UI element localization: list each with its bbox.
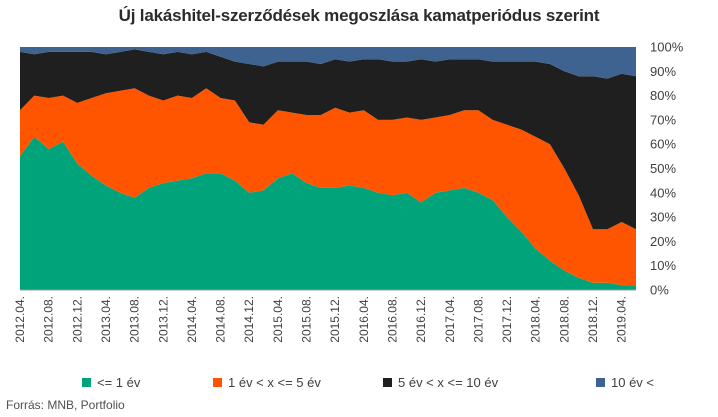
x-tick-label: 2014.08. [214, 296, 228, 343]
x-tick-label: 2015.08. [300, 296, 314, 343]
y-tick-label: 100% [650, 40, 684, 55]
x-tick-label: 2016.08. [386, 296, 400, 343]
legend-label: 10 év < [611, 375, 655, 390]
legend: <= 1 év 1 év < x <= 5 év 5 év < x <= 10 év… [0, 375, 718, 393]
legend-swatch [596, 378, 605, 387]
x-tick-label: 2013.08. [128, 296, 142, 343]
legend-item: <= 1 év [82, 375, 140, 390]
chart-title: Új lakáshitel-szerződések megoszlása kam… [118, 6, 600, 25]
y-tick-label: 80% [650, 88, 676, 103]
area-series-1 [20, 88, 636, 286]
x-tick-label: 2012.08. [42, 296, 56, 343]
x-tick-label: 2014.04. [185, 296, 199, 343]
x-tick-label: 2016.04. [357, 296, 371, 343]
x-tick-label: 2015.12. [328, 296, 342, 343]
x-tick-label: 2018.08. [557, 296, 571, 343]
legend-swatch [383, 378, 392, 387]
x-tick-label: 2012.04. [13, 296, 27, 343]
x-tick-label: 2017.12. [500, 296, 514, 343]
x-tick-label: 2016.12. [414, 296, 428, 343]
legend-item: 1 év < x <= 5 év [213, 375, 321, 390]
y-tick-label: 90% [650, 64, 676, 79]
x-tick-label: 2015.04. [271, 296, 285, 343]
y-tick-label: 30% [650, 210, 676, 225]
legend-item: 5 év < x <= 10 év [383, 375, 498, 390]
area-series-0 [20, 136, 636, 290]
x-tick-label: 2017.04. [443, 296, 457, 343]
y-tick-label: 50% [650, 161, 676, 176]
x-tick-label: 2018.12. [586, 296, 600, 343]
y-tick-label: 10% [650, 258, 676, 273]
legend-label: 5 év < x <= 10 év [398, 375, 499, 390]
area-series-3 [20, 47, 636, 79]
y-tick-label: 0% [650, 283, 669, 298]
legend-label: 1 év < x <= 5 év [228, 375, 321, 390]
y-tick-label: 40% [650, 185, 676, 200]
y-tick-label: 70% [650, 112, 676, 127]
legend-swatch [82, 378, 91, 387]
x-tick-label: 2014.12. [242, 296, 256, 343]
x-tick-label: 2019.04. [615, 296, 629, 343]
legend-item: 10 év < [596, 375, 654, 390]
source-note: Forrás: MNB, Portfolio [6, 398, 125, 412]
y-tick-label: 20% [650, 234, 676, 249]
area-series-2 [20, 49, 636, 230]
legend-swatch [213, 378, 222, 387]
x-tick-label: 2012.12. [70, 296, 84, 343]
legend-label: <= 1 év [97, 375, 141, 390]
x-tick-label: 2018.04. [529, 296, 543, 343]
y-tick-label: 60% [650, 137, 676, 152]
x-tick-label: 2013.04. [99, 296, 113, 343]
x-tick-label: 2017.08. [471, 296, 485, 343]
x-tick-label: 2013.12. [156, 296, 170, 343]
